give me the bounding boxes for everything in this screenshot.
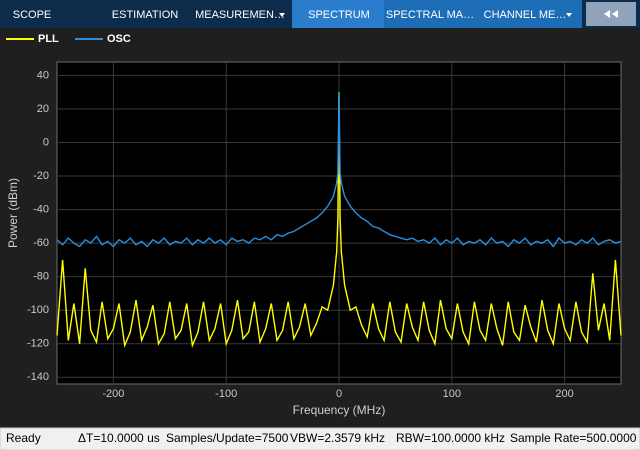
legend-label[interactable]: OSC (107, 33, 131, 45)
y-axis-label: Power (dBm) (6, 178, 20, 248)
y-tick-label: 40 (37, 69, 49, 81)
collapse-button[interactable] (586, 2, 636, 26)
y-tick-label: -20 (33, 170, 49, 182)
y-tick-label: -100 (27, 304, 49, 316)
y-tick-label: 0 (43, 136, 49, 148)
collapse-icon (604, 10, 618, 18)
y-tick-label: -80 (33, 271, 49, 283)
x-tick-label: 0 (336, 388, 342, 400)
x-axis-label: Frequency (MHz) (293, 403, 386, 417)
tab[interactable]: CHANNEL ME… (484, 9, 567, 21)
status-text: ΔT=10.0000 us (78, 431, 160, 445)
y-tick-label: -60 (33, 237, 49, 249)
tab[interactable]: ESTIMATION (112, 9, 178, 21)
status-text: VBW=2.3579 kHz (290, 431, 385, 445)
status-text: Samples/Update=7500 (166, 431, 289, 445)
status-bar (0, 427, 640, 450)
series-line (56, 92, 622, 248)
x-tick-label: -200 (102, 388, 124, 400)
y-tick-label: -140 (27, 371, 49, 383)
tab[interactable]: SCOPE (13, 9, 52, 21)
y-tick-label: -120 (27, 338, 49, 350)
x-tick-label: -100 (215, 388, 237, 400)
tab[interactable]: MEASUREMEN… (195, 9, 285, 21)
status-text: Sample Rate=500.0000 (510, 431, 637, 445)
legend-bar (0, 28, 640, 50)
x-tick-label: 100 (443, 388, 461, 400)
active-tab (292, 0, 384, 28)
legend-label[interactable]: PLL (38, 33, 59, 45)
y-tick-label: -40 (33, 203, 49, 215)
x-tick-label: 200 (555, 388, 573, 400)
status-text: RBW=100.0000 kHz (396, 431, 505, 445)
tab[interactable]: SPECTRAL MA… (386, 9, 474, 21)
tab[interactable]: SPECTRUM (308, 9, 370, 21)
status-text: Ready (6, 431, 41, 445)
y-tick-label: 20 (37, 103, 49, 115)
